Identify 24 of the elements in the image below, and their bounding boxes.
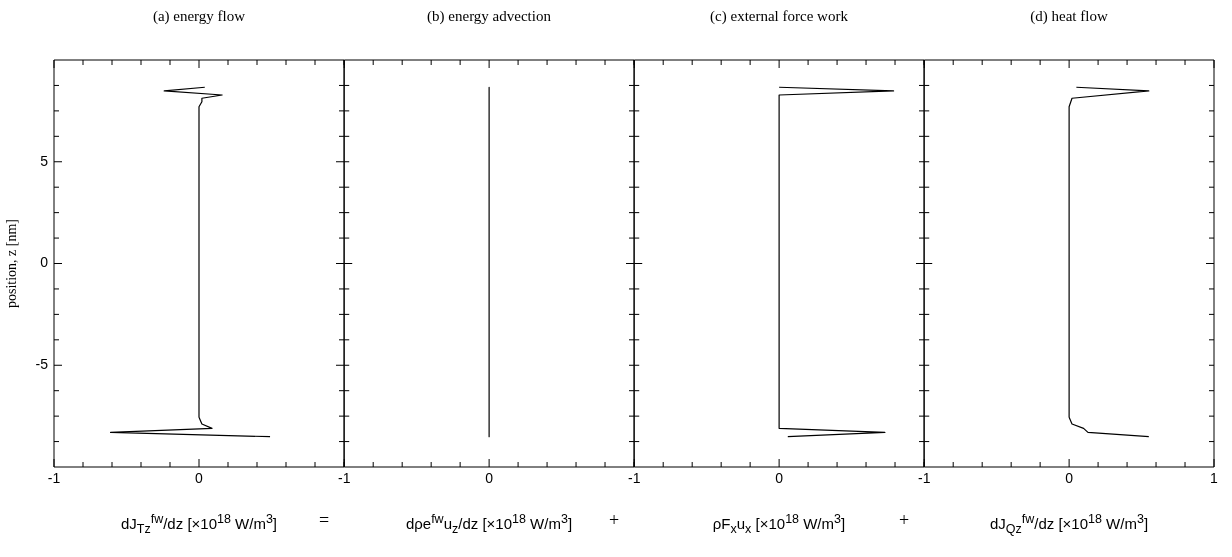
x-tick-label: 0 [485, 470, 494, 487]
text: = [317, 510, 331, 531]
chart-title: (b) energy advection [426, 8, 552, 25]
text: dρe$^{fw}$u$_{z}$/dz [×10$^{18}$ W/m$^{3}$] [405, 512, 573, 536]
chart-title: (c) external force work [709, 8, 849, 25]
x-tick-label: 0 [195, 470, 204, 487]
x-tick-label: -1 [918, 470, 931, 487]
chart-title: (d) heat flow [1029, 8, 1109, 25]
y-axis-title: position, z [nm] [4, 218, 20, 309]
x-tick-label: -1 [628, 470, 641, 487]
y-tick-label: 0 [40, 254, 49, 271]
x-tick-label: 1 [1210, 470, 1219, 487]
y-tick-label: -5 [35, 356, 49, 373]
x-tick-label: 0 [1065, 470, 1074, 487]
text: + [607, 510, 621, 531]
x-tick-label: -1 [338, 470, 351, 487]
text: ρF$_{x}$u$_{x}$ [×10$^{18}$ W/m$^{3}$] [712, 512, 846, 536]
text: + [897, 510, 911, 531]
x-tick-label: -1 [47, 470, 61, 487]
y-tick-label: 5 [40, 152, 49, 169]
x-tick-label: 0 [775, 470, 784, 487]
x-axis-title: dJ$_{Tz}$$^{fw}$/dz [×10$^{18}$ W/m$^{3}$] [120, 512, 278, 536]
x-axis-title: dJ$_{Qz}$$^{fw}$/dz [×10$^{18}$ W/m$^{3}$] [988, 512, 1150, 536]
chart-title: (a) energy flow [151, 8, 247, 25]
